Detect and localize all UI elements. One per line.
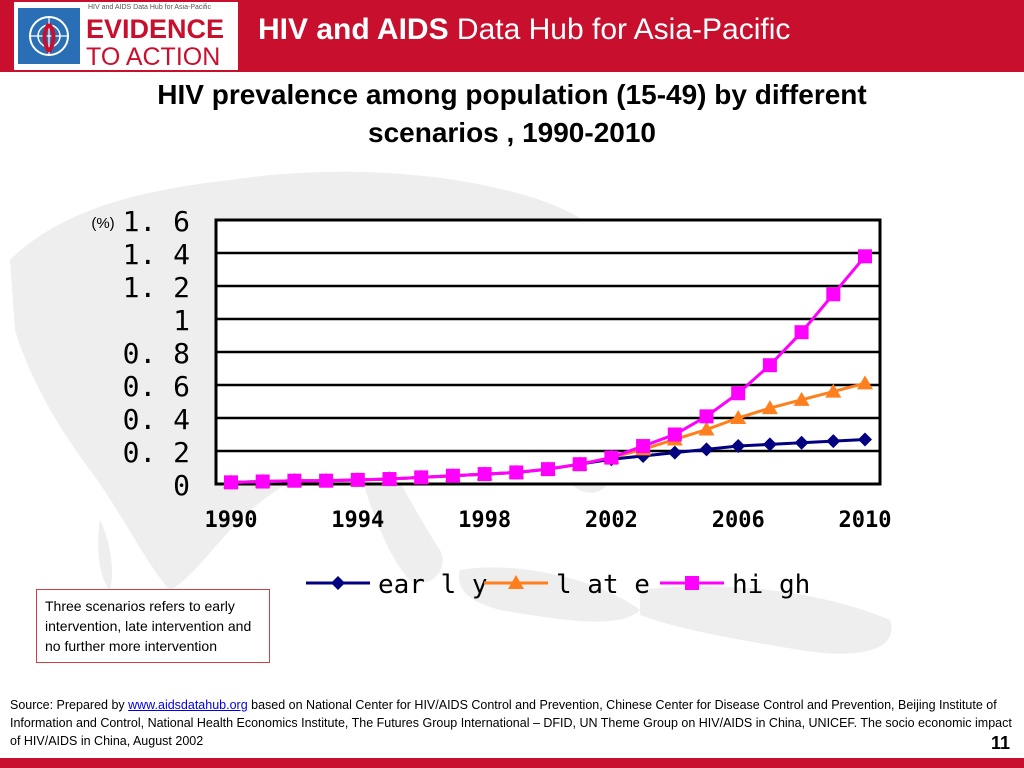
data-point [730, 410, 747, 424]
logo-tagline: HIV and AIDS Data Hub for Asia-Pacific [88, 4, 211, 11]
logo-action-text: TO ACTION [86, 43, 221, 71]
page-number: 11 [990, 733, 1010, 753]
data-point [762, 437, 777, 452]
data-point [826, 434, 841, 449]
legend-label: hi gh [732, 570, 810, 600]
hub-title-rest: Data Hub for Asia-Pacific [448, 13, 791, 46]
data-point [287, 473, 302, 488]
source-prefix: Source: Prepared by [10, 698, 129, 712]
data-point [667, 427, 682, 442]
data-point [858, 432, 872, 447]
data-point [794, 435, 809, 450]
data-point [793, 391, 810, 406]
y-tick-label: 0. 8 [123, 337, 190, 370]
data-point [636, 439, 651, 454]
data-point [762, 358, 777, 373]
data-point [699, 442, 714, 457]
y-tick-label: 0 [173, 469, 190, 502]
data-point [255, 474, 270, 489]
x-tick-label: 2006 [712, 508, 765, 533]
footer-bar [0, 758, 1024, 768]
x-tick-label: 1998 [458, 508, 511, 533]
series-lines [223, 249, 873, 490]
y-tick-label: 1. 2 [123, 271, 190, 304]
data-point [477, 467, 492, 482]
data-point [731, 386, 746, 401]
data-point [224, 475, 238, 490]
chart-title-line2: scenarios , 1990-2010 [368, 117, 656, 148]
data-point [825, 383, 842, 398]
data-point [826, 287, 841, 302]
legend-item: ear l y [306, 570, 488, 600]
y-tick-label: 1 [173, 304, 190, 337]
data-point [698, 421, 715, 436]
data-point [509, 465, 524, 480]
legend-item: hi gh [660, 570, 810, 600]
series-square [224, 249, 872, 490]
chart-title: HIV prevalence among population (15-49) … [40, 76, 984, 152]
y-axis-label: (%) [91, 215, 114, 232]
data-point [731, 439, 746, 454]
legend-marker [508, 575, 524, 589]
y-tick-labels: 00. 20. 40. 60. 811. 21. 41. 6 [123, 205, 190, 502]
y-tick-label: 0. 6 [123, 370, 190, 403]
y-tick-label: 1. 6 [123, 205, 190, 238]
data-point [382, 472, 397, 487]
data-point [761, 400, 778, 415]
data-point [572, 457, 587, 472]
logo[interactable]: HIV and AIDS Data Hub for Asia-Pacific E… [14, 2, 238, 71]
legend-marker [685, 576, 699, 590]
data-point [667, 445, 682, 460]
x-tick-label: 1994 [331, 508, 384, 533]
source-rest: based on National Center for HIV/AIDS Co… [10, 698, 1012, 748]
un-emblem-icon [18, 8, 80, 64]
x-tick-label: 2002 [585, 508, 638, 533]
data-point [445, 468, 460, 483]
data-point [858, 249, 872, 264]
x-tick-label: 1990 [205, 508, 258, 533]
scenario-note: Three scenarios refers to early interven… [36, 589, 270, 663]
legend-label: l at e [556, 570, 650, 600]
logo-evidence-text: EVIDENCE [86, 14, 225, 44]
chart-title-line1: HIV prevalence among population (15-49) … [157, 79, 867, 110]
source-citation: Source: Prepared by www.aidsdatahub.org … [10, 696, 1015, 750]
data-point [699, 409, 714, 424]
data-point [541, 462, 555, 477]
legend: ear l y l at e hi gh [306, 570, 810, 600]
data-point [794, 325, 809, 340]
legend-label: ear l y [378, 570, 488, 600]
hub-title: HIV and AIDS Data Hub for Asia-Pacific [258, 13, 790, 47]
gridlines [216, 251, 880, 453]
hub-title-bold: HIV and AIDS [258, 13, 449, 46]
data-point [350, 472, 365, 487]
y-tick-label: 1. 4 [123, 238, 190, 271]
data-point [604, 450, 619, 465]
legend-item: l at e [484, 570, 650, 600]
x-tick-label: 2010 [839, 508, 892, 533]
x-tick-labels: 1990 1994 1998 2002 2006 2010 [205, 508, 892, 533]
source-link[interactable]: www.aidsdatahub.org [128, 698, 248, 712]
legend-marker [331, 576, 345, 590]
y-tick-label: 0. 4 [123, 403, 190, 436]
header-bar: HIV and AIDS Data Hub for Asia-Pacific E… [0, 0, 1024, 72]
data-point [319, 473, 334, 488]
data-point [857, 375, 873, 390]
data-point [414, 470, 429, 485]
y-tick-label: 0. 2 [123, 436, 190, 469]
